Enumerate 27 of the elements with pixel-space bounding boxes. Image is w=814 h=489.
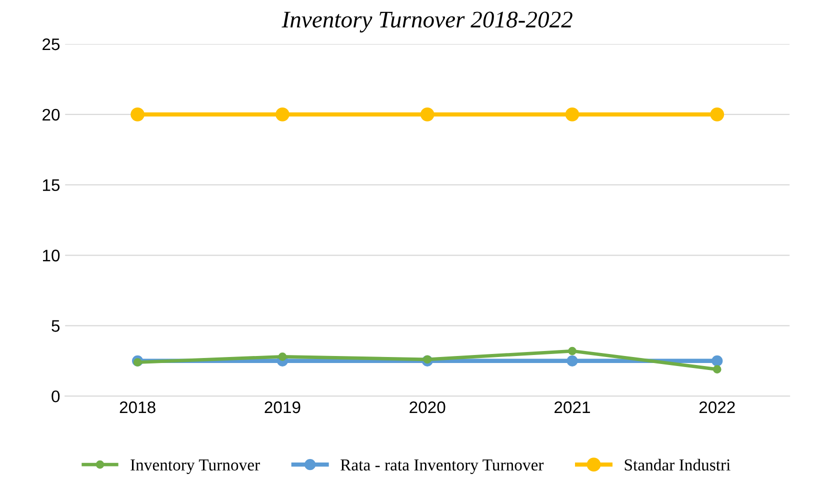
point [712, 365, 722, 374]
point [420, 107, 434, 122]
point [133, 358, 142, 366]
y-tick-label: 25 [42, 38, 60, 50]
point [565, 107, 580, 122]
point [710, 107, 724, 122]
y-tick-label: 10 [42, 250, 60, 262]
y-tick-label: 5 [52, 320, 60, 332]
x-tick-label: 2021 [554, 401, 590, 414]
legend-label: Inventory Turnover [130, 459, 260, 474]
legend-label: Standar Industri [624, 458, 730, 471]
point [568, 346, 576, 356]
point [278, 352, 287, 361]
x-tick-label: 2020 [410, 401, 446, 414]
y-tick-label: 15 [42, 179, 60, 192]
point [712, 355, 723, 366]
point [423, 355, 432, 364]
y-tick-label: 20 [42, 108, 60, 121]
x-tick-label: 2022 [699, 401, 735, 414]
chart-title: Inventory Turnover 2018-2022 [282, 12, 572, 32]
point [276, 107, 290, 122]
point [566, 355, 578, 366]
point [130, 107, 145, 122]
x-tick-label: 2019 [264, 401, 300, 414]
y-tick-label: 0 [52, 390, 60, 402]
legend-label: Rata - rata Inventory Turnover [340, 459, 544, 474]
x-tick-label: 2018 [120, 401, 156, 414]
